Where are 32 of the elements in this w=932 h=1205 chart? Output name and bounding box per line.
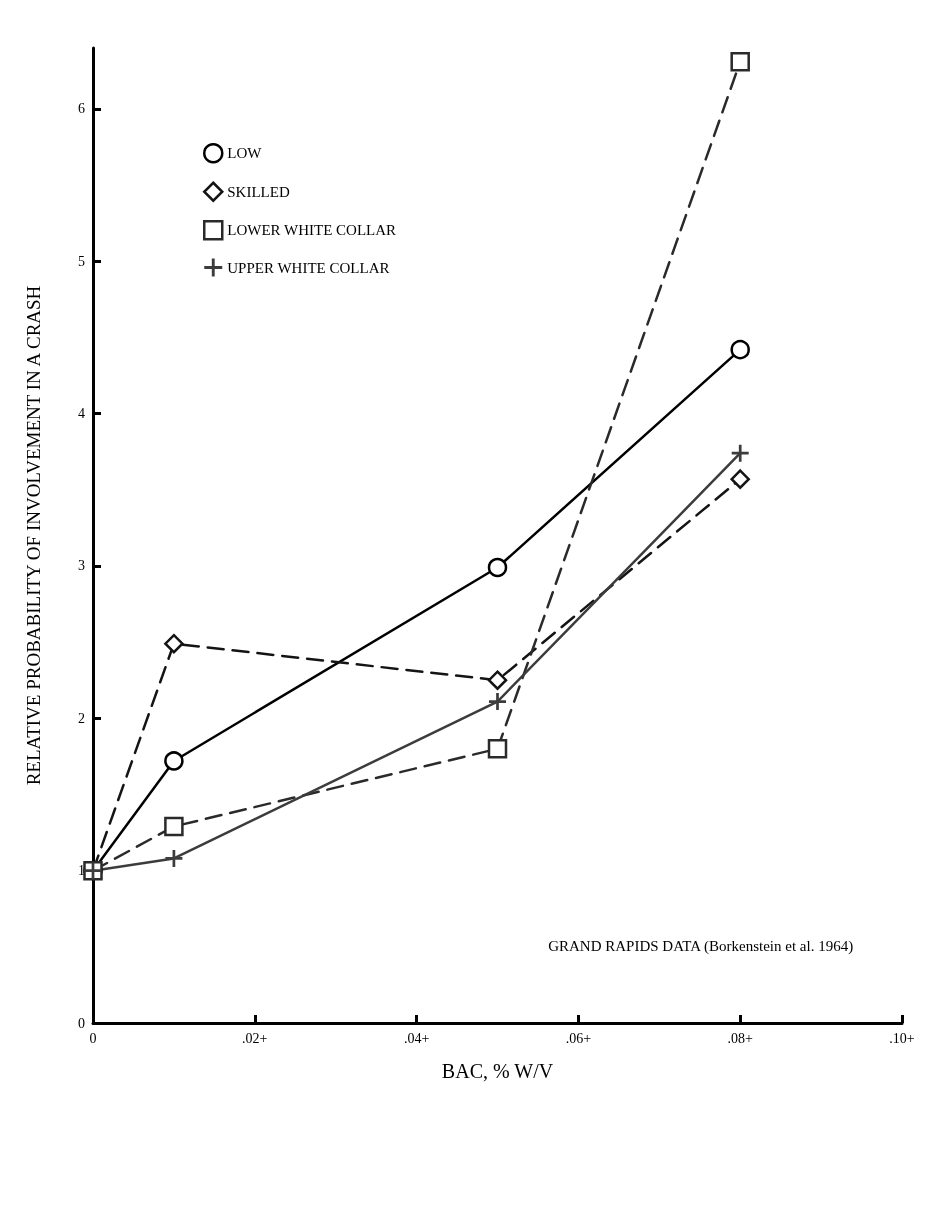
x-tick-label: .06+ (565, 1030, 592, 1046)
point (730, 469, 750, 489)
x-axis-title: BAC, % W/V (441, 1060, 554, 1082)
point (487, 670, 508, 690)
y-tick-label: 6 (78, 101, 85, 117)
annotation: GRAND RAPIDS DATA (Borkenstein et al. 1964) (548, 937, 854, 955)
x-tick-label: 0 (89, 1030, 97, 1046)
y-axis-title: RELATIVE PROBABILITY OF INVOLVEMENT IN A CRASH (23, 285, 44, 786)
point (164, 751, 184, 771)
x-tick-label: .04+ (403, 1030, 430, 1046)
legend-label: SKILLED (227, 183, 290, 200)
point (164, 633, 184, 654)
point (487, 557, 508, 578)
point (730, 339, 750, 360)
x-tick-label: .02+ (242, 1030, 268, 1046)
y-tick-label: 1 (78, 863, 85, 879)
x-tick-label: .08+ (727, 1030, 753, 1046)
y-tick-label: 4 (78, 406, 85, 422)
y-tick-label: 2 (78, 710, 85, 726)
point (165, 849, 183, 867)
y-tick-label: 5 (78, 253, 85, 269)
point (731, 444, 749, 462)
legend-label: LOW (227, 145, 263, 162)
point (487, 739, 508, 759)
y-tick-label: 0 (78, 1015, 85, 1031)
point (489, 693, 506, 711)
point (164, 816, 184, 837)
point (730, 51, 750, 72)
x-tick-label: .10+ (889, 1030, 915, 1046)
legend-label: LOWER WHITE COLLAR (227, 222, 397, 239)
legend-label: UPPER WHITE COLLAR (227, 259, 390, 276)
y-tick-label: 3 (78, 558, 85, 574)
